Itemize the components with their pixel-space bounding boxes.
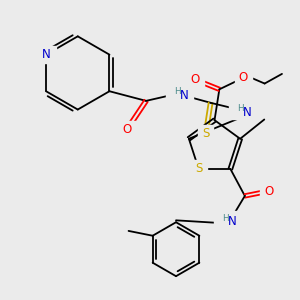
FancyBboxPatch shape — [229, 102, 256, 119]
Text: N: N — [180, 88, 189, 102]
Text: H: H — [222, 214, 229, 223]
Text: H: H — [237, 104, 244, 113]
Text: O: O — [264, 184, 274, 198]
Text: S: S — [202, 127, 209, 140]
Text: N: N — [228, 215, 237, 228]
FancyBboxPatch shape — [260, 182, 278, 200]
FancyBboxPatch shape — [198, 125, 214, 142]
Text: O: O — [239, 71, 248, 84]
FancyBboxPatch shape — [235, 69, 252, 86]
FancyBboxPatch shape — [187, 71, 204, 88]
Text: N: N — [243, 106, 252, 119]
FancyBboxPatch shape — [36, 46, 56, 63]
FancyBboxPatch shape — [166, 85, 193, 102]
Text: H: H — [175, 87, 181, 96]
Text: O: O — [190, 73, 200, 86]
FancyBboxPatch shape — [117, 121, 136, 138]
FancyBboxPatch shape — [190, 160, 207, 178]
FancyBboxPatch shape — [214, 211, 241, 229]
Text: N: N — [42, 48, 50, 61]
Text: O: O — [122, 123, 131, 136]
Text: S: S — [195, 162, 202, 176]
